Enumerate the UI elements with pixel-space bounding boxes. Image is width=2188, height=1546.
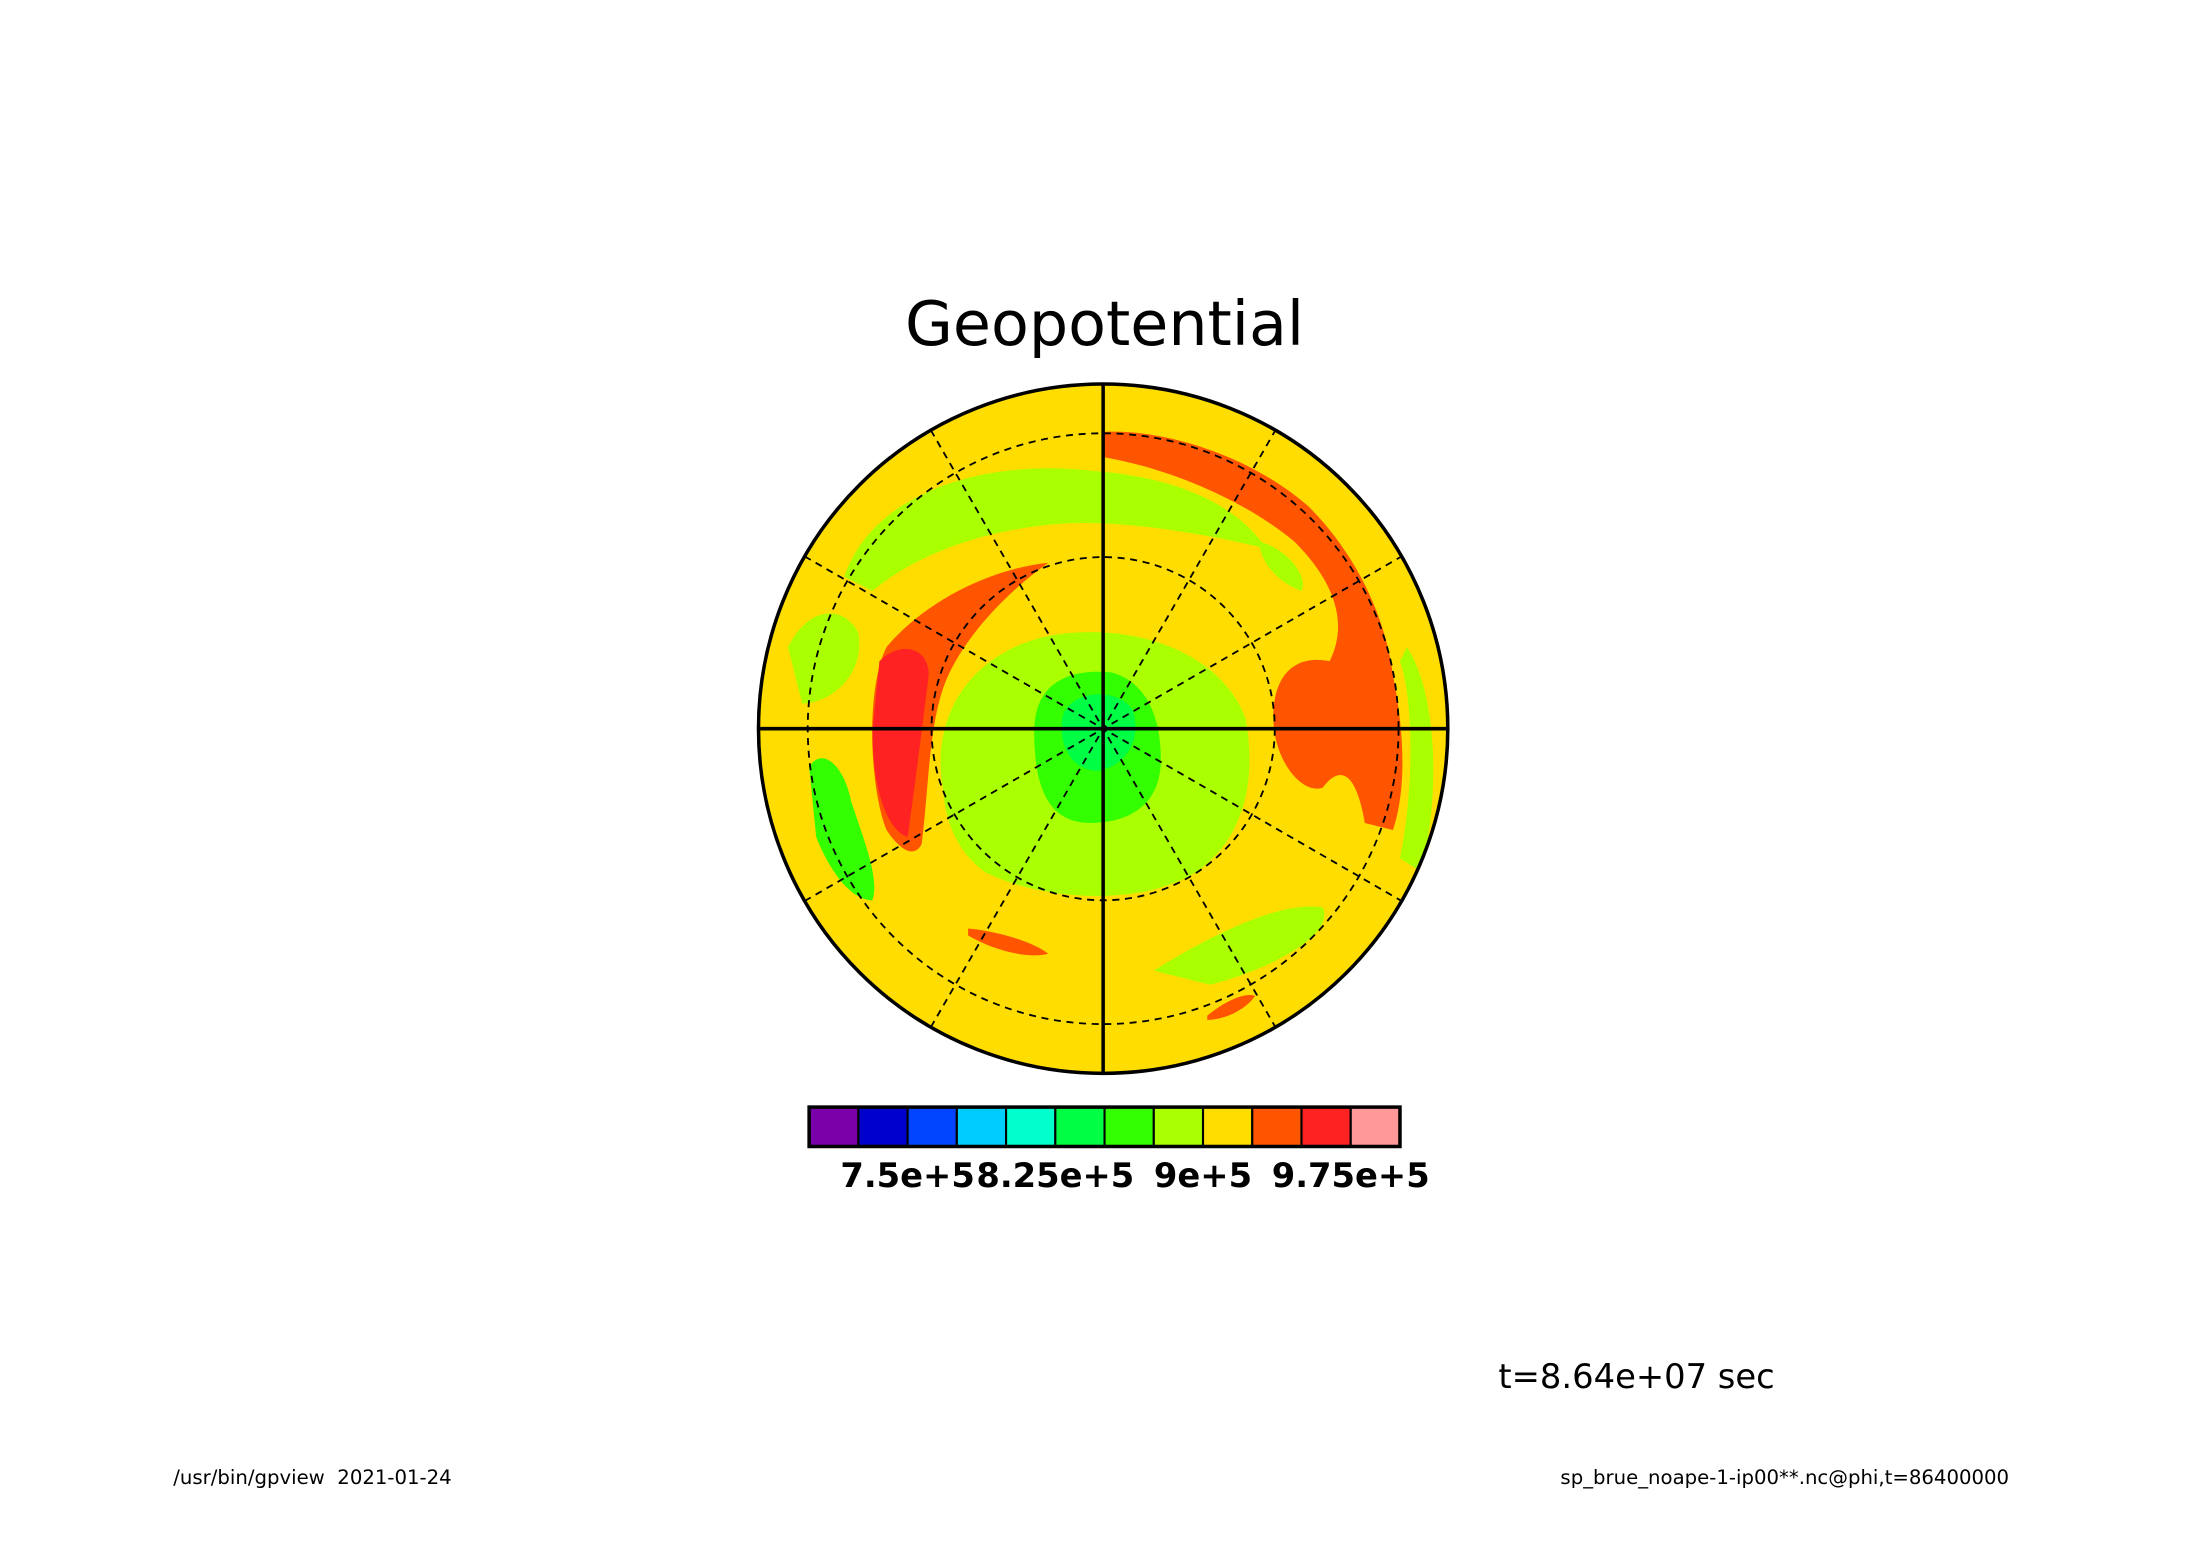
colorbar-box	[857, 1106, 909, 1148]
colorbar-frame	[807, 1105, 1402, 1149]
colorbar-box	[1152, 1106, 1205, 1148]
colorbar-box	[1349, 1106, 1402, 1148]
colorbar-tick-label: 7.5e+5	[840, 1156, 974, 1195]
colorbar-box	[1103, 1106, 1155, 1148]
annotation: t=8.64e+07 sec	[1498, 1357, 1774, 1396]
colorbar-box	[955, 1106, 1008, 1148]
colorbar-box	[1251, 1106, 1303, 1148]
colorbar-box	[1300, 1106, 1352, 1148]
colorbar-box	[906, 1106, 958, 1148]
colorbar-box	[1054, 1106, 1106, 1148]
colorbar-box	[1201, 1106, 1254, 1148]
colorbar-tick-label: 8.25e+5	[976, 1156, 1134, 1195]
colorbar-box	[808, 1106, 860, 1148]
colorbar-tick-label: 9.75e+5	[1272, 1156, 1430, 1195]
footer-left: /usr/bin/gpview 2021-01-24	[173, 1466, 451, 1489]
footer-right: sp_brue_noape-1-ip00**.nc@phi,t=86400000	[1560, 1466, 2009, 1489]
colorbar: 7.5e+5 8.25e+5 9e+5 9.75e+5	[807, 1105, 1430, 1195]
colorbar-tick-label: 9e+5	[1154, 1156, 1252, 1195]
frame	[756, 382, 1450, 1076]
chart-title: Geopotential	[905, 288, 1304, 360]
colorbar-box	[1005, 1106, 1057, 1148]
